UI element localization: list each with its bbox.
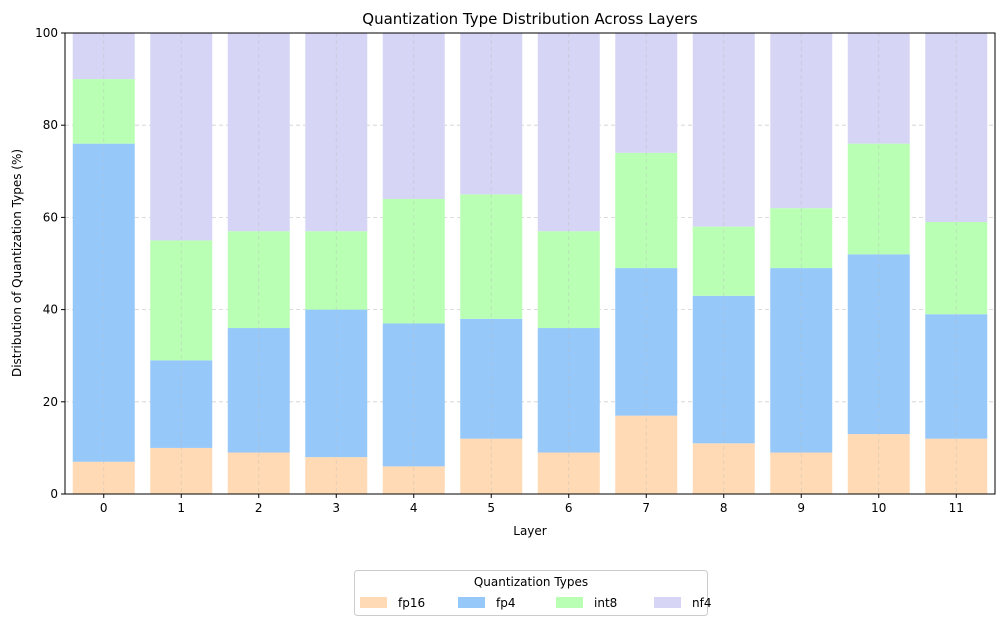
bar-int8-layer-9 — [770, 208, 833, 269]
plot-frame — [64, 32, 996, 495]
bar-fp16-layer-2 — [227, 452, 290, 494]
bar-int8-layer-1 — [150, 240, 213, 361]
bar-fp16-layer-6 — [537, 452, 600, 494]
legend-swatch-int8 — [556, 597, 583, 608]
bar-fp4-layer-0 — [72, 143, 135, 462]
bar-nf4-layer-7 — [615, 33, 678, 153]
y-tick-label: 20 — [43, 395, 58, 409]
legend-items: fp16 fp4 int8 nf4 — [360, 596, 711, 610]
bar-nf4-layer-6 — [537, 33, 600, 232]
bar-nf4-layer-0 — [72, 33, 135, 80]
legend-label-fp16: fp16 — [398, 596, 425, 610]
bar-fp16-layer-7 — [615, 415, 678, 494]
bar-int8-layer-2 — [227, 231, 290, 329]
y-tick-label: 0 — [50, 487, 58, 501]
x-tick-label: 6 — [565, 501, 573, 515]
x-tick-label: 8 — [720, 501, 728, 515]
bar-fp4-layer-5 — [460, 318, 523, 439]
y-axis-label: Distribution of Quantization Types (%) — [10, 149, 24, 377]
bar-int8-layer-7 — [615, 152, 678, 269]
legend-frame — [354, 570, 708, 616]
bar-nf4-layer-2 — [227, 33, 290, 232]
bar-fp16-layer-10 — [847, 434, 910, 494]
bar-nf4-layer-1 — [150, 33, 213, 241]
bar-nf4-layer-8 — [692, 33, 755, 227]
bar-fp4-layer-2 — [227, 328, 290, 453]
bar-int8-layer-10 — [847, 143, 910, 255]
bar-fp4-layer-7 — [615, 268, 678, 416]
bar-int8-layer-0 — [72, 79, 135, 144]
x-tick-label: 0 — [100, 501, 108, 515]
x-tick-label: 3 — [332, 501, 340, 515]
bar-nf4-layer-10 — [847, 33, 910, 144]
legend-swatch-fp4 — [458, 597, 485, 608]
bar-fp16-layer-5 — [460, 438, 523, 494]
bar-int8-layer-8 — [692, 226, 755, 296]
bar-int8-layer-6 — [537, 231, 600, 329]
chart-title: Quantization Type Distribution Across La… — [362, 10, 698, 28]
x-axis-label: Layer — [513, 524, 547, 538]
bar-fp4-layer-1 — [150, 360, 213, 448]
axes: 0 20 40 60 80 100 0 1 2 3 4 5 6 7 8 9 10 11 — [35, 26, 996, 515]
bar-fp16-layer-11 — [925, 438, 988, 494]
legend-title: Quantization Types — [474, 575, 588, 589]
bar-fp16-layer-9 — [770, 452, 833, 494]
legend-swatch-nf4 — [654, 597, 681, 608]
legend-label-fp4: fp4 — [496, 596, 515, 610]
bar-fp16-layer-1 — [150, 447, 213, 494]
bar-fp16-layer-0 — [72, 461, 135, 494]
x-tick-label: 10 — [871, 501, 886, 515]
bar-fp16-layer-3 — [305, 457, 368, 494]
bar-int8-layer-5 — [460, 194, 523, 319]
bars — [72, 33, 988, 494]
bar-nf4-layer-5 — [460, 33, 523, 195]
y-tick-label: 80 — [43, 118, 58, 132]
bar-fp4-layer-8 — [692, 295, 755, 444]
bar-int8-layer-4 — [382, 198, 445, 324]
x-tick-label: 11 — [949, 501, 964, 515]
x-tick-label: 5 — [487, 501, 495, 515]
y-tick-label: 40 — [43, 303, 58, 317]
bar-int8-layer-11 — [925, 222, 988, 315]
bar-nf4-layer-9 — [770, 33, 833, 209]
bar-int8-layer-3 — [305, 231, 368, 310]
bar-fp16-layer-4 — [382, 466, 445, 494]
bar-fp4-layer-6 — [537, 328, 600, 453]
legend-label-int8: int8 — [594, 596, 617, 610]
x-tick-label: 4 — [410, 501, 418, 515]
y-tick-label: 60 — [43, 210, 58, 224]
x-tick-label: 9 — [797, 501, 805, 515]
bar-fp4-layer-11 — [925, 314, 988, 439]
bar-fp4-layer-10 — [847, 254, 910, 435]
bar-fp16-layer-8 — [692, 443, 755, 494]
legend-label-nf4: nf4 — [692, 596, 711, 610]
x-tick-label: 1 — [177, 501, 185, 515]
bar-nf4-layer-3 — [305, 33, 368, 232]
y-tick-label: 100 — [35, 26, 58, 40]
bar-nf4-layer-11 — [925, 33, 988, 223]
legend-swatch-fp16 — [360, 597, 387, 608]
bar-fp4-layer-3 — [305, 309, 368, 458]
bar-fp4-layer-9 — [770, 268, 833, 453]
bar-fp4-layer-4 — [382, 323, 445, 467]
legend: Quantization Types fp16 fp4 int8 nf4 — [354, 570, 711, 616]
x-tick-label: 7 — [642, 501, 650, 515]
x-tick-label: 2 — [255, 501, 263, 515]
bar-nf4-layer-4 — [382, 33, 445, 199]
